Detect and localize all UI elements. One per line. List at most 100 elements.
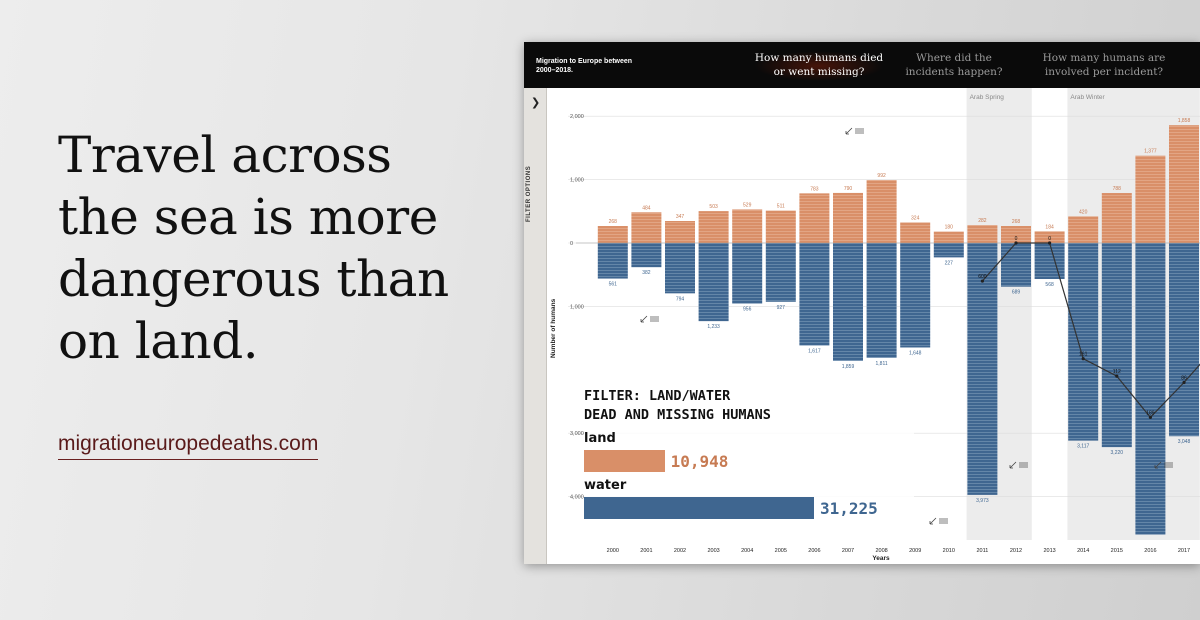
water-bar [1169,243,1199,437]
y-tick-label: 1,000 [570,178,584,184]
land-value-label: 268 [1012,219,1021,225]
x-tick-label: 2002 [674,548,686,554]
incident-label: 189 [1146,410,1155,416]
x-tick-label: 2014 [1077,548,1089,554]
water-value-label: 568 [1045,282,1054,288]
water-legend-label: water [584,478,627,493]
water-bar [698,243,729,322]
water-bar [1135,243,1166,535]
water-value-label: 3,973 [976,498,989,504]
annotation-arrow-icon[interactable] [929,517,948,525]
incident-label: 0 [1048,236,1051,242]
incident-point [1048,241,1052,245]
app-title: Migration to Europe between 2000–2018. [536,58,633,74]
land-bar [967,225,998,243]
y-tick-label: 3,000 [570,431,584,437]
water-value-label: 794 [676,296,685,302]
water-legend-bar [584,497,814,519]
x-tick-label: 2015 [1111,548,1123,554]
tab-died-or-missing[interactable]: How many humans died or went missing? [754,51,884,81]
x-tick-label: 2013 [1043,548,1055,554]
water-value-label: 561 [609,282,618,288]
incident-label: 112 [1113,369,1121,375]
water-value-label: 3,220 [1111,450,1124,456]
water-bar [967,243,998,495]
tab-where-incidents[interactable]: Where did the incidents happen? [905,52,1003,78]
x-tick-label: 2008 [875,548,887,554]
x-tick-label: 2009 [909,548,921,554]
y-tick-label: 2,000 [570,114,584,120]
annotation-arrow-icon[interactable] [845,127,864,135]
x-tick-label: 2000 [607,548,619,554]
x-tick-label: 2006 [808,548,820,554]
annotation-label-1: Arab Winter [1070,94,1105,101]
incident-point [1014,241,1018,245]
incident-point [1081,357,1085,361]
land-value-label: 1,858 [1178,118,1191,124]
land-value-label: 503 [709,204,718,210]
chevron-right-icon[interactable]: ❯ [531,96,541,109]
filter-options-label: FILTER OPTIONS [526,165,532,222]
filter-title-line2: DEAD AND MISSING HUMANS [584,407,771,423]
land-value-label: 1,377 [1144,149,1157,155]
land-bar [765,210,796,243]
land-bar [1068,216,1099,243]
water-value-label: 382 [642,270,651,276]
x-tick-label: 2017 [1178,548,1190,554]
x-tick-label: 2005 [775,548,787,554]
x-tick-label: 2001 [640,548,652,554]
land-bar [900,222,931,243]
land-value-label: 282 [978,218,987,224]
y-tick-label: 4,000 [570,495,584,501]
incident-label: 0 [1015,236,1018,242]
x-tick-label: 2010 [943,548,955,554]
land-bar [933,231,964,243]
x-tick-label: 2004 [741,548,753,554]
water-bar [799,243,830,346]
land-bar [799,193,830,243]
water-value-label: 227 [945,260,954,266]
incident-label: 600 [978,274,987,280]
land-value-label: 484 [642,205,651,211]
land-legend-row: 10,948 [584,450,914,472]
website-link[interactable]: migrationeuropedeaths.com [58,432,319,460]
incident-label: 161 [1079,352,1088,358]
x-tick-label: 2011 [976,548,988,554]
annotation-arrow-icon[interactable] [1009,461,1028,469]
land-value-label: 511 [777,204,785,210]
land-value-label: 790 [844,186,853,192]
incident-point [980,279,984,283]
land-value-label: 529 [743,202,752,208]
filter-sidebar[interactable]: ❯ FILTER OPTIONS [524,88,547,564]
water-bar [1068,243,1099,441]
x-tick-label: 2012 [1010,548,1022,554]
land-legend-value: 10,948 [670,451,729,471]
land-bar [665,221,695,243]
app-panel: Migration to Europe between 2000–2018. H… [524,42,1200,564]
land-bar [833,192,863,243]
water-bar [665,243,695,294]
land-bar [1001,226,1031,243]
land-value-label: 783 [810,186,819,192]
water-bar [597,243,628,279]
x-tick-label: 2007 [842,548,854,554]
water-bar [1101,243,1132,448]
annotation-arrow-icon[interactable] [640,315,659,323]
land-value-label: 184 [1045,224,1054,230]
land-value-label: 420 [1079,209,1088,215]
incident-point [1148,415,1152,419]
filter-legend: FILTER: LAND/WATER DEAD AND MISSING HUMA… [584,387,914,519]
y-axis-label: Number of humans [550,298,557,358]
water-value-label: 1,811 [876,361,888,367]
tab-humans-per-incident[interactable]: How many humans are involved per inciden… [1042,52,1166,78]
water-value-label: 1,859 [842,364,855,370]
land-value-label: 992 [877,173,886,179]
land-value-label: 347 [676,214,685,220]
water-value-label: 1,648 [909,350,922,356]
water-value-label: 3,048 [1178,439,1191,445]
annotation-arrow-icon[interactable] [1154,461,1173,469]
incident-point [1115,374,1119,378]
land-bar [1169,125,1199,243]
water-legend-row: 31,225 [584,497,914,519]
land-bar [597,226,628,243]
